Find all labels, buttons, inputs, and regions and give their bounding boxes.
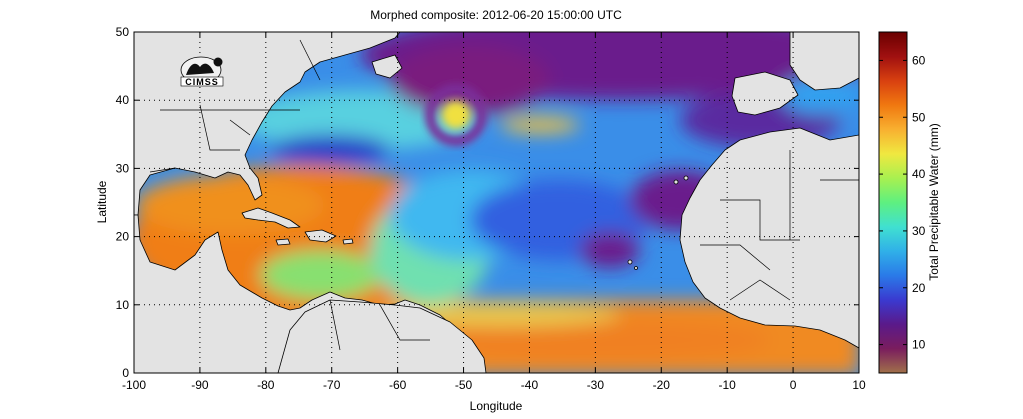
- land-jamaica: [275, 238, 291, 246]
- y-tick-label: 10: [116, 298, 130, 312]
- x-tick-label: -50: [455, 378, 473, 392]
- cimss-logo-text: CIMSS: [185, 77, 219, 87]
- colorbar-label: Total Precipitable Water (mm): [927, 123, 941, 281]
- land-newfoundland: [371, 54, 403, 79]
- colorbar-tick-label: 60: [912, 53, 926, 67]
- y-tick-label: 30: [116, 161, 130, 175]
- y-tick-label: 0: [122, 366, 129, 380]
- x-tick-label: -20: [653, 378, 671, 392]
- colorbar-tick-label: 40: [912, 167, 926, 181]
- x-tick-label: 10: [852, 378, 866, 392]
- x-tick-label: 0: [790, 378, 797, 392]
- y-tick-label: 50: [116, 25, 130, 39]
- x-tick-label: -70: [323, 378, 341, 392]
- map-frame: [133, 31, 860, 374]
- land-iberia: [731, 71, 799, 116]
- y-tick-label: 40: [116, 93, 130, 107]
- x-axis: -100 -90 -80 -70 -60 -50 -40 -30 -20 -10 0 10: [122, 32, 866, 392]
- graticule: [134, 32, 859, 373]
- colorbar: 10 20 30 40 50 60 Total Precipitable Water (m…: [878, 31, 941, 374]
- land-puerto-rico: [342, 238, 354, 245]
- x-tick-label: -100: [122, 378, 146, 392]
- y-axis-label: Latitude: [95, 180, 109, 223]
- x-tick-label: -80: [257, 378, 275, 392]
- x-axis-label: Longitude: [470, 399, 523, 413]
- y-axis: 0 10 20 30 40 50: [116, 25, 859, 380]
- land-africa: [679, 127, 859, 349]
- colorbar-ticks: 10 20 30 40 50 60: [879, 53, 926, 352]
- land-europe: [789, 32, 859, 91]
- colorbar-tick-label: 50: [912, 110, 926, 124]
- x-tick-label: -10: [719, 378, 737, 392]
- x-tick-label: -40: [521, 378, 539, 392]
- map-title: Morphed composite: 2012-06-20 15:00:00 U…: [370, 8, 622, 22]
- map-panel: [134, 32, 859, 373]
- colorbar-tick-label: 30: [912, 224, 926, 238]
- land-south-america: [277, 299, 487, 373]
- country-borders: [149, 39, 859, 351]
- land-hispaniola: [304, 229, 337, 243]
- colorbar-tick-label: 20: [912, 281, 926, 295]
- x-tick-label: -60: [389, 378, 407, 392]
- x-tick-label: -30: [587, 378, 605, 392]
- colorbar-ramp: [878, 31, 908, 374]
- land-cuba: [241, 207, 301, 229]
- x-tick-label: -90: [191, 378, 209, 392]
- colorbar-tick-label: 10: [912, 338, 926, 352]
- y-tick-label: 20: [116, 230, 130, 244]
- cimss-logo: CIMSS: [180, 56, 224, 87]
